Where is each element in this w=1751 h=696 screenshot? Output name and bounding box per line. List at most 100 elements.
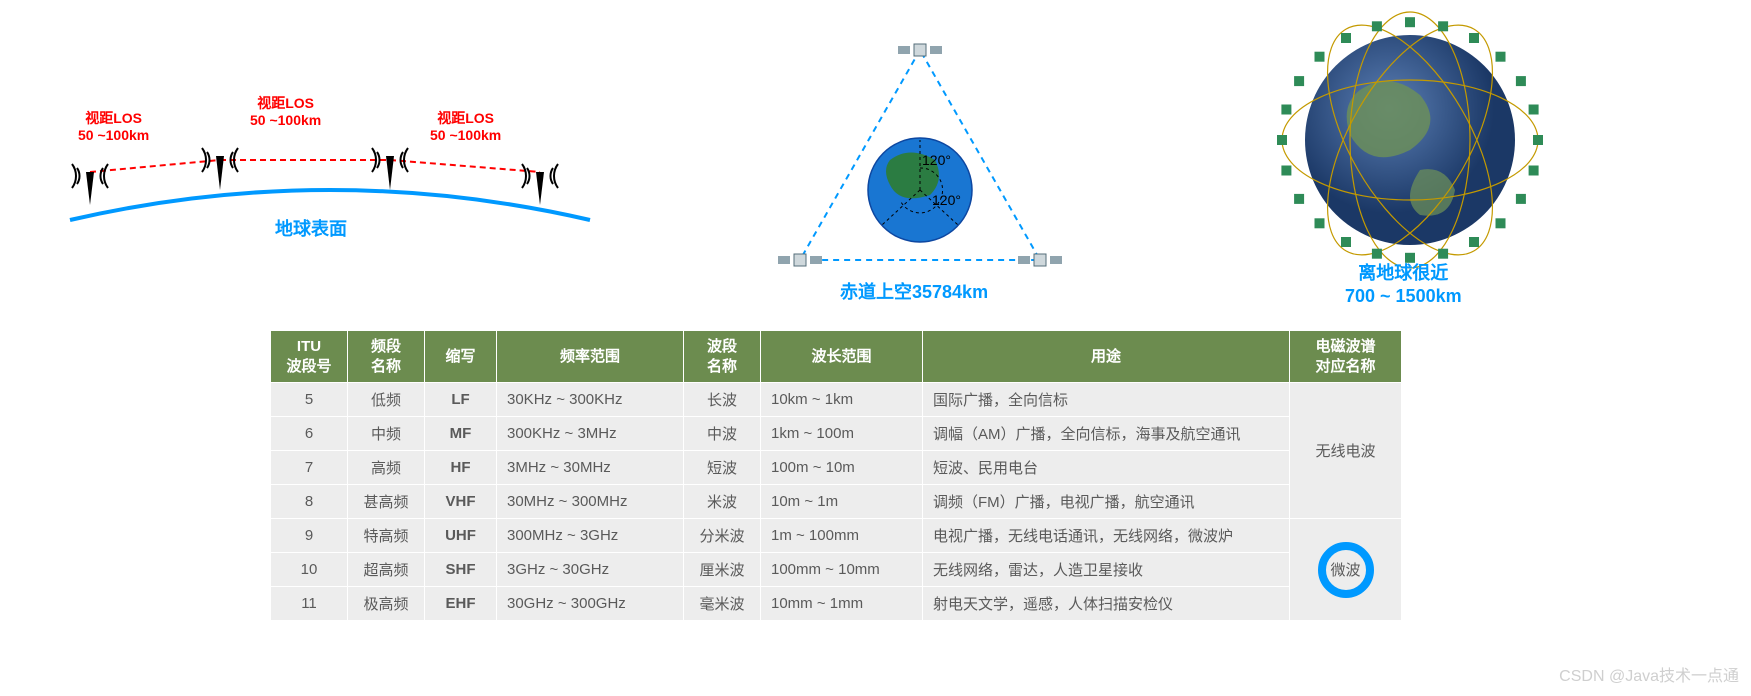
table-cell: UHF [425, 519, 497, 553]
los-label-1-t: 视距LOS [78, 110, 149, 127]
leo-sat-icon [1294, 194, 1304, 204]
spectrum-cell: 无线电波 [1290, 383, 1402, 519]
table-cell: EHF [425, 587, 497, 621]
table-cell: 毫米波 [684, 587, 761, 621]
col-header: ITU波段号 [271, 331, 348, 383]
table-cell: 中波 [684, 417, 761, 451]
leo-caption-l2: 700 ~ 1500km [1345, 285, 1462, 308]
table-cell: 5 [271, 383, 348, 417]
leo-sat-icon [1529, 166, 1539, 176]
leo-sat-icon [1315, 52, 1325, 62]
tower-1 [72, 164, 108, 205]
col-header: 频率范围 [497, 331, 684, 383]
table-cell: 厘米波 [684, 553, 761, 587]
leo-sat-icon [1372, 249, 1382, 259]
los-label-1: 视距LOS 50 ~100km [78, 110, 149, 144]
leo-sat-icon [1341, 33, 1351, 43]
tower-los-diagram: 视距LOS 50 ~100km 视距LOS 50 ~100km 视距LOS 50… [60, 90, 600, 270]
leo-sat-icon [1405, 17, 1415, 27]
table-cell: 1m ~ 100mm [761, 519, 923, 553]
table-cell: 30MHz ~ 300MHz [497, 485, 684, 519]
table-cell: 极高频 [348, 587, 425, 621]
geo-caption: 赤道上空35784km [840, 278, 988, 304]
table-cell: 高频 [348, 451, 425, 485]
los-label-1-b: 50 ~100km [78, 127, 149, 144]
table-row: 11极高频EHF30GHz ~ 300GHz毫米波10mm ~ 1mm射电天文学… [271, 587, 1402, 621]
table-cell: 短波 [684, 451, 761, 485]
table-cell: 7 [271, 451, 348, 485]
diagram-row: 视距LOS 50 ~100km 视距LOS 50 ~100km 视距LOS 50… [0, 0, 1751, 320]
leo-sat-icon [1529, 105, 1539, 115]
table-cell: LF [425, 383, 497, 417]
table-cell: 10m ~ 1m [761, 485, 923, 519]
table-cell: 国际广播，全向信标 [923, 383, 1290, 417]
spectrum-cell: 微波 [1290, 519, 1402, 621]
los-label-2-b: 50 ~100km [250, 112, 321, 129]
table-cell: SHF [425, 553, 497, 587]
table-cell: MF [425, 417, 497, 451]
table-cell: 6 [271, 417, 348, 451]
table-cell: 分米波 [684, 519, 761, 553]
table-cell: 9 [271, 519, 348, 553]
leo-sat-icon [1281, 105, 1291, 115]
table-head: ITU波段号频段名称缩写频率范围波段名称波长范围用途电磁波谱对应名称 [271, 331, 1402, 383]
leo-sat-icon [1372, 21, 1382, 31]
table-cell: 30GHz ~ 300GHz [497, 587, 684, 621]
table-row: 8甚高频VHF30MHz ~ 300MHz米波10m ~ 1m调频（FM）广播，… [271, 485, 1402, 519]
table-cell: 电视广播，无线电话通讯，无线网络，微波炉 [923, 519, 1290, 553]
los-link-3 [390, 160, 540, 172]
table-cell: 特高频 [348, 519, 425, 553]
tower-2 [202, 148, 238, 190]
los-label-3-t: 视距LOS [430, 110, 501, 127]
table-header-row: ITU波段号频段名称缩写频率范围波段名称波长范围用途电磁波谱对应名称 [271, 331, 1402, 383]
table-cell: 米波 [684, 485, 761, 519]
leo-sat-icon [1496, 218, 1506, 228]
col-header: 用途 [923, 331, 1290, 383]
los-label-2: 视距LOS 50 ~100km [250, 95, 321, 129]
col-header: 电磁波谱对应名称 [1290, 331, 1402, 383]
tower-4 [522, 164, 558, 205]
angle-label-2: 120° [932, 192, 961, 208]
table-cell: 300KHz ~ 3MHz [497, 417, 684, 451]
table-cell: 1km ~ 100m [761, 417, 923, 451]
leo-caption: 离地球很近 700 ~ 1500km [1345, 262, 1462, 309]
table-row: 5低频LF30KHz ~ 300KHz长波10km ~ 1km国际广播，全向信标… [271, 383, 1402, 417]
table-row: 7高频HF3MHz ~ 30MHz短波100m ~ 10m短波、民用电台 [271, 451, 1402, 485]
table-cell: VHF [425, 485, 497, 519]
leo-constellation-diagram: 离地球很近 700 ~ 1500km [1270, 10, 1550, 310]
los-label-2-t: 视距LOS [250, 95, 321, 112]
sat-bl [778, 254, 822, 266]
col-header: 频段名称 [348, 331, 425, 383]
table-cell: 10 [271, 553, 348, 587]
table-cell: 短波、民用电台 [923, 451, 1290, 485]
table-cell: 无线网络，雷达，人造卫星接收 [923, 553, 1290, 587]
table-cell: 300MHz ~ 3GHz [497, 519, 684, 553]
table-row: 10超高频SHF3GHz ~ 30GHz厘米波100mm ~ 10mm无线网络，… [271, 553, 1402, 587]
table-row: 9特高频UHF300MHz ~ 3GHz分米波1m ~ 100mm电视广播，无线… [271, 519, 1402, 553]
table-cell: 10mm ~ 1mm [761, 587, 923, 621]
watermark: CSDN @Java技术一点通 [1559, 662, 1739, 686]
earth-surface-label: 地球表面 [275, 215, 347, 241]
table-cell: 10km ~ 1km [761, 383, 923, 417]
col-header: 波长范围 [761, 331, 923, 383]
leo-sat-icon [1496, 52, 1506, 62]
table-cell: 8 [271, 485, 348, 519]
table-cell: 100mm ~ 10mm [761, 553, 923, 587]
leo-sat-icon [1294, 76, 1304, 86]
table-cell: 11 [271, 587, 348, 621]
leo-sat-icon [1341, 237, 1351, 247]
col-header: 缩写 [425, 331, 497, 383]
table-cell: 低频 [348, 383, 425, 417]
geo-satellite-diagram: 120° 120° 赤道上空35784km [740, 30, 1100, 320]
los-label-3: 视距LOS 50 ~100km [430, 110, 501, 144]
table-cell: 中频 [348, 417, 425, 451]
leo-sat-icon [1469, 33, 1479, 43]
table-body: 5低频LF30KHz ~ 300KHz长波10km ~ 1km国际广播，全向信标… [271, 383, 1402, 621]
leo-sat-icon [1281, 166, 1291, 176]
col-header: 波段名称 [684, 331, 761, 383]
spectrum-label: 微波 [1330, 559, 1360, 580]
table-row: 6中频MF300KHz ~ 3MHz中波1km ~ 100m调幅（AM）广播，全… [271, 417, 1402, 451]
leo-sat-icon [1516, 76, 1526, 86]
leo-sat-icon [1315, 218, 1325, 228]
table-cell: 3MHz ~ 30MHz [497, 451, 684, 485]
